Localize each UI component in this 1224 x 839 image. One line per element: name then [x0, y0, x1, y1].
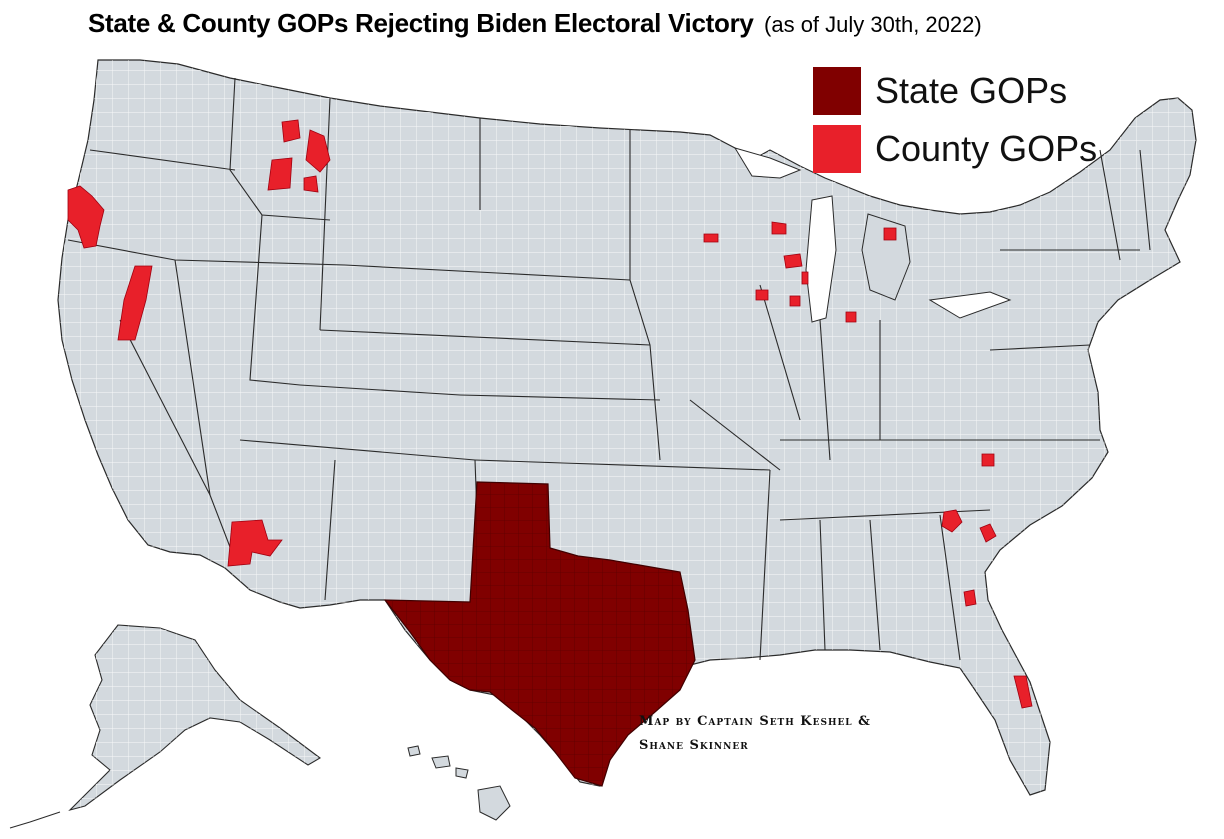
county-florida	[1013, 675, 1033, 709]
county-wisconsin-6	[789, 295, 801, 307]
county-nevada	[117, 265, 153, 341]
texas-state-gop	[383, 481, 696, 787]
state-borders	[67, 77, 1151, 661]
legend-label-county: County GOPs	[875, 128, 1098, 169]
map-credit: Map by Captain Seth Keshel & Shane Skinn…	[639, 710, 871, 758]
legend-label-state: State GOPs	[875, 70, 1068, 111]
county-montana-3	[305, 129, 331, 173]
hawaii	[407, 745, 511, 821]
county-michigan-2	[845, 311, 857, 323]
county-arizona	[227, 519, 283, 567]
county-wisconsin-2	[771, 221, 787, 235]
lake-erie	[928, 291, 1012, 319]
contiguous-us	[57, 59, 1197, 796]
legend-swatch-county	[813, 125, 861, 173]
county-montana-4	[303, 175, 319, 193]
county-lines	[58, 60, 1196, 795]
county-north-carolina	[981, 453, 995, 467]
alaska-borough-lines	[70, 625, 320, 810]
legend-swatch-state	[813, 67, 861, 115]
aleutian-islands	[9, 811, 61, 829]
county-wisconsin-1	[703, 233, 719, 243]
county-wisconsin-3	[783, 253, 803, 269]
legend-item-county: County GOPs	[813, 120, 1097, 178]
county-georgia	[963, 589, 977, 607]
county-wisconsin-4	[801, 271, 809, 285]
county-oregon	[67, 185, 105, 249]
lake-michigan	[805, 195, 837, 323]
legend-item-state: State GOPs	[813, 62, 1097, 120]
credit-line-1: Map by Captain Seth Keshel &	[639, 714, 871, 729]
credit-line-2: Shane Skinner	[639, 738, 749, 753]
county-gops	[67, 119, 1033, 709]
county-michigan-1	[883, 227, 897, 241]
legend: State GOPs County GOPs	[813, 62, 1097, 178]
county-south-carolina-1	[941, 509, 963, 533]
county-montana-1	[281, 119, 301, 143]
county-wisconsin-5	[755, 289, 769, 301]
michigan-peninsula	[861, 213, 911, 301]
map-title: State & County GOPs Rejecting Biden Elec…	[88, 8, 982, 39]
lake-superior	[733, 147, 802, 179]
county-montana-2	[267, 157, 293, 191]
title-date: (as of July 30th, 2022)	[764, 12, 982, 37]
county-south-carolina-2	[979, 523, 997, 543]
title-main: State & County GOPs Rejecting Biden Elec…	[88, 8, 754, 38]
